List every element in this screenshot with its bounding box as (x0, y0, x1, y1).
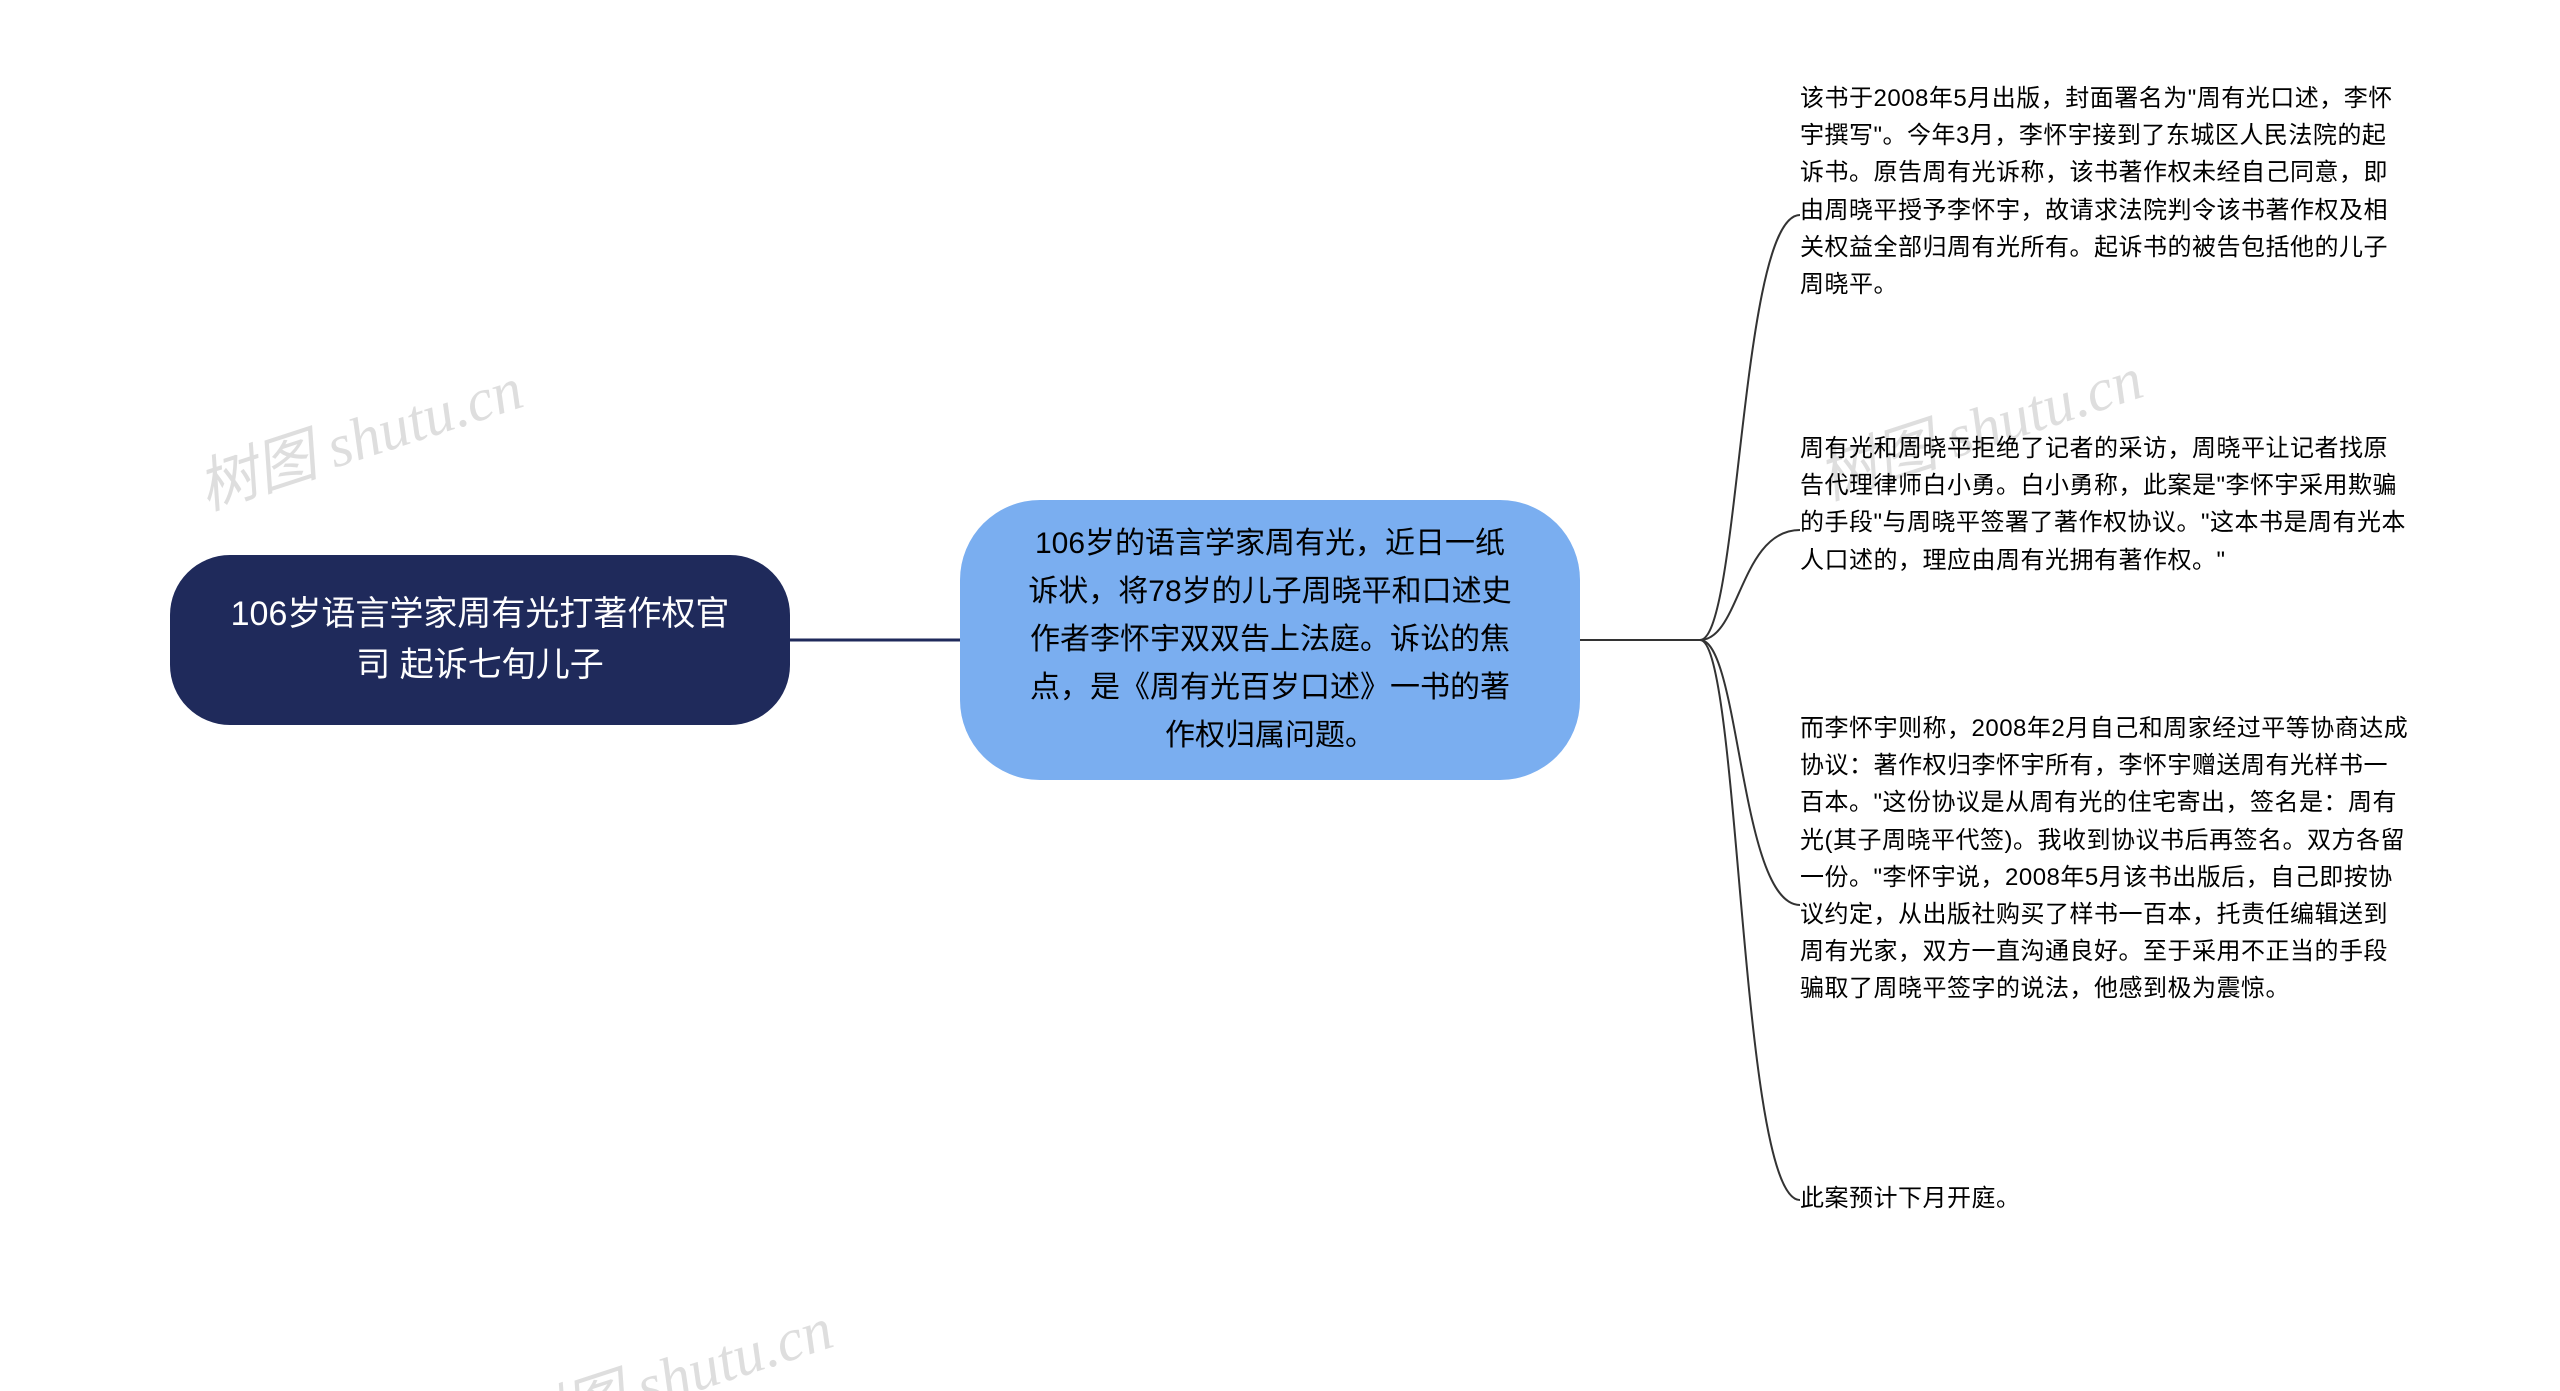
mindmap-canvas: 树图 shutu.cn 树图 shutu.cn 树图 shutu.cn 106岁… (0, 0, 2560, 1391)
root-node-text: 106岁语言学家周有光打著作权官司 起诉七旬儿子 (220, 589, 740, 691)
leaf-node-text: 该书于2008年5月出版，封面署名为"周有光口述，李怀宇撰写"。今年3月，李怀宇… (1800, 85, 2393, 298)
leaf-node[interactable]: 而李怀宇则称，2008年2月自己和周家经过平等协商达成协议：著作权归李怀宇所有，… (1800, 710, 2410, 1008)
leaf-node[interactable]: 周有光和周晓平拒绝了记者的采访，周晓平让记者找原告代理律师白小勇。白小勇称，此案… (1800, 430, 2410, 579)
edge-leaf-2 (1700, 530, 1800, 640)
leaf-node[interactable]: 此案预计下月开庭。 (1800, 1180, 2410, 1217)
leaf-node-text: 而李怀宇则称，2008年2月自己和周家经过平等协商达成协议：著作权归李怀宇所有，… (1800, 715, 2408, 1002)
watermark: 树图 shutu.cn (185, 340, 532, 527)
leaf-node[interactable]: 该书于2008年5月出版，封面署名为"周有光口述，李怀宇撰写"。今年3月，李怀宇… (1800, 80, 2410, 303)
mid-node[interactable]: 106岁的语言学家周有光，近日一纸诉状，将78岁的儿子周晓平和口述史作者李怀宇双… (960, 500, 1580, 780)
mid-node-text: 106岁的语言学家周有光，近日一纸诉状，将78岁的儿子周晓平和口述史作者李怀宇双… (1020, 520, 1520, 760)
root-node[interactable]: 106岁语言学家周有光打著作权官司 起诉七旬儿子 (170, 555, 790, 725)
watermark: 树图 shutu.cn (495, 1280, 842, 1391)
edge-leaf-1 (1700, 215, 1800, 640)
leaf-node-text: 此案预计下月开庭。 (1800, 1185, 2021, 1212)
leaf-node-text: 周有光和周晓平拒绝了记者的采访，周晓平让记者找原告代理律师白小勇。白小勇称，此案… (1800, 435, 2406, 574)
edge-leaf-3 (1700, 640, 1800, 905)
edge-leaf-4 (1700, 640, 1800, 1200)
